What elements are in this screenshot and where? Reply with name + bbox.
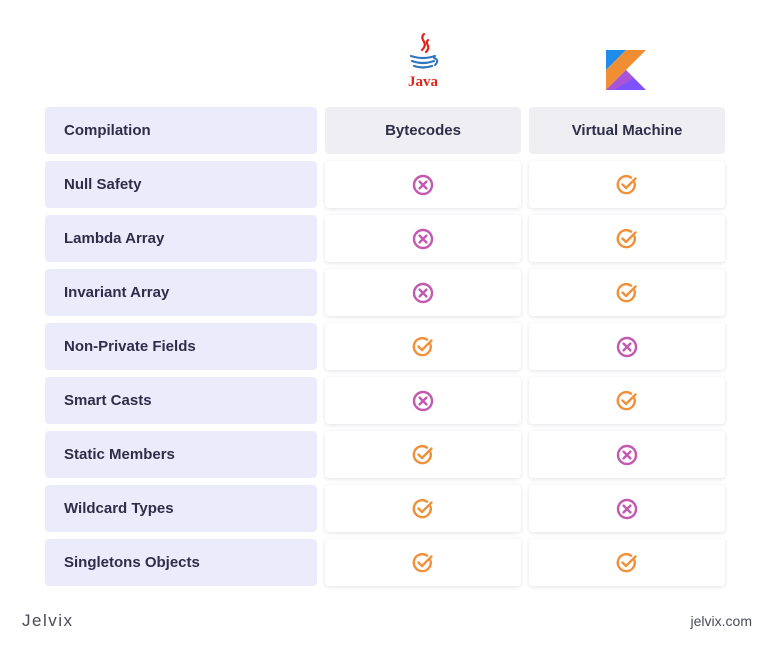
java-cell	[325, 161, 521, 208]
java-cell	[325, 269, 521, 316]
java-cell	[325, 215, 521, 262]
header-row: Compilation Bytecodes Virtual Machine	[45, 107, 725, 154]
kotlin-cell	[529, 161, 725, 208]
check-icon	[615, 281, 639, 305]
kotlin-cell	[529, 485, 725, 532]
table-row: Static Members	[45, 431, 725, 478]
check-icon	[411, 335, 435, 359]
row-label: Non-Private Fields	[45, 323, 317, 370]
table-row: Singletons Objects	[45, 539, 725, 586]
table-row: Non-Private Fields	[45, 323, 725, 370]
footer-url: jelvix.com	[690, 613, 752, 629]
cross-icon	[615, 443, 639, 467]
header-java: Bytecodes	[325, 107, 521, 154]
cross-icon	[411, 227, 435, 251]
java-logo: Java	[402, 30, 444, 92]
kotlin-cell	[529, 323, 725, 370]
table-row: Wildcard Types	[45, 485, 725, 532]
java-logo-text: Java	[408, 74, 439, 90]
table-row: Invariant Array	[45, 269, 725, 316]
header-kotlin: Virtual Machine	[529, 107, 725, 154]
header-label: Compilation	[45, 107, 317, 154]
java-cell	[325, 431, 521, 478]
table-row: Smart Casts	[45, 377, 725, 424]
kotlin-cell	[529, 431, 725, 478]
row-label: Null Safety	[45, 161, 317, 208]
java-cell	[325, 485, 521, 532]
java-cell	[325, 323, 521, 370]
cross-icon	[615, 335, 639, 359]
java-cell	[325, 377, 521, 424]
kotlin-cell	[529, 215, 725, 262]
cross-icon	[411, 173, 435, 197]
check-icon	[615, 227, 639, 251]
kotlin-cell	[529, 377, 725, 424]
kotlin-cell	[529, 539, 725, 586]
row-label: Wildcard Types	[45, 485, 317, 532]
check-icon	[411, 497, 435, 521]
check-icon	[411, 443, 435, 467]
java-cell	[325, 539, 521, 586]
check-icon	[615, 551, 639, 575]
cross-icon	[615, 497, 639, 521]
row-label: Smart Casts	[45, 377, 317, 424]
row-label: Lambda Array	[45, 215, 317, 262]
cross-icon	[411, 281, 435, 305]
check-icon	[411, 551, 435, 575]
table-row: Lambda Array	[45, 215, 725, 262]
check-icon	[615, 389, 639, 413]
check-icon	[615, 173, 639, 197]
row-label: Static Members	[45, 431, 317, 478]
table-row: Null Safety	[45, 161, 725, 208]
footer-brand: Jelvix	[22, 611, 74, 630]
row-label: Singletons Objects	[45, 539, 317, 586]
kotlin-cell	[529, 269, 725, 316]
cross-icon	[411, 389, 435, 413]
kotlin-logo	[606, 50, 646, 90]
row-label: Invariant Array	[45, 269, 317, 316]
